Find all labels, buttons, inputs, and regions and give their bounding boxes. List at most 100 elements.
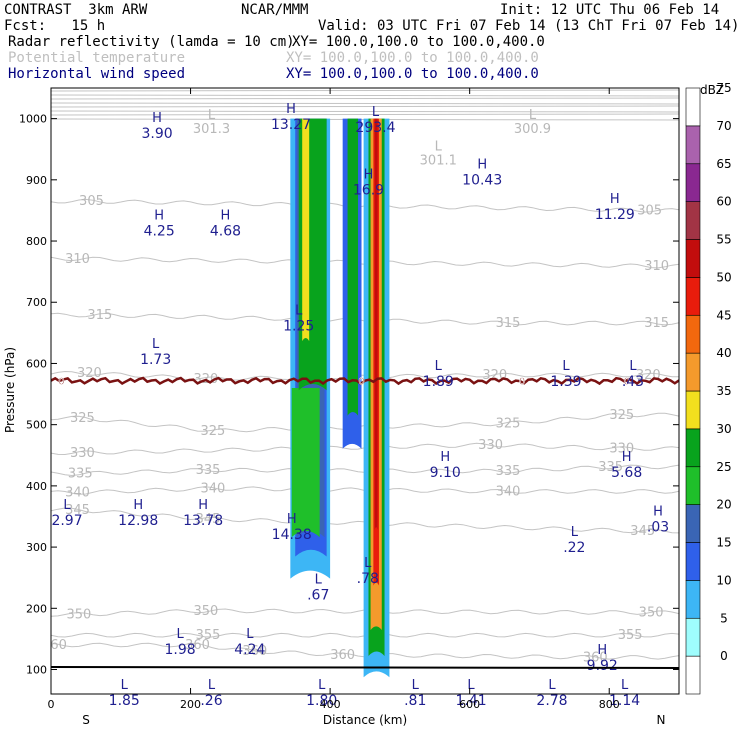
- wind-extremum-value-11: .78: [357, 571, 379, 587]
- isentrope-label-345-0: 345: [65, 503, 90, 518]
- y-tick-label-800: 800: [26, 235, 47, 248]
- wind-extremum-value-29: 10.43: [462, 173, 502, 189]
- colorbar-swatch-35: [685, 390, 701, 430]
- wind-extremum-type-20: L: [435, 359, 443, 374]
- isentrope-label-340-0: 340: [65, 486, 90, 501]
- colorbar-swatch-65: [685, 163, 701, 202]
- reflectivity-cell-25dbz: [291, 387, 320, 538]
- surface-theta-type-2: L: [529, 108, 537, 123]
- wind-extremum-type-12: L: [571, 525, 579, 540]
- zero-line-label-3: 0: [623, 377, 629, 388]
- wind-extremum-value-6: 1.14: [609, 693, 640, 709]
- y-tick-label-400: 400: [26, 480, 47, 493]
- colorbar-level-40: 40: [716, 346, 731, 360]
- isentrope-upper-band: [51, 110, 679, 113]
- wind-extremum-type-4: L: [467, 678, 475, 693]
- isentrope-label-350-0: 350: [66, 607, 91, 622]
- wind-extremum-type-10: L: [315, 573, 323, 588]
- y-tick-label-900: 900: [26, 174, 47, 187]
- wind-extremum-type-17: H: [198, 498, 208, 513]
- model-title: CONTRAST 3km ARW: [4, 2, 148, 18]
- colorbar-level-45: 45: [716, 308, 731, 322]
- colorbar-level-60: 60: [716, 195, 731, 209]
- y-tick-label-500: 500: [26, 419, 47, 432]
- wind-extremum-type-16: H: [133, 498, 143, 513]
- field-name-theta: Potential temperature: [8, 50, 186, 66]
- valid-time: Valid: 03 UTC Fri 07 Feb 14 (13 ChT Fri …: [318, 18, 740, 34]
- colorbar-swatch-25: [685, 466, 701, 505]
- wind-extremum-value-24: 1.25: [283, 318, 314, 334]
- isentrope-label-325-3: 325: [609, 408, 634, 423]
- isentrope-label-360-0: 360: [42, 638, 67, 653]
- x-tick-label-400: 400: [320, 698, 341, 711]
- wind-extremum-type-18: H: [440, 450, 450, 465]
- field-xy-wind: XY= 100.0,100.0 to 100.0,400.0: [286, 66, 539, 82]
- wind-extremum-type-29: H: [477, 158, 487, 173]
- wind-extremum-type-1: L: [208, 678, 216, 693]
- isentrope-label-320-2: 320: [482, 368, 507, 383]
- wind-extremum-value-17: 13.78: [183, 513, 223, 529]
- y-tick-label-100: 100: [26, 664, 47, 677]
- isentrope-label-335-0: 335: [68, 467, 93, 482]
- isentrope-upper-band: [51, 102, 679, 105]
- wind-extremum-type-24: L: [295, 303, 303, 318]
- y-tick-label-1000: 1000: [19, 113, 47, 126]
- wind-extremum-value-23: 1.73: [140, 352, 171, 368]
- wind-extremum-type-15: L: [63, 498, 71, 513]
- colorbar-level-70: 70: [716, 119, 731, 133]
- wind-extremum-type-19: H: [622, 450, 632, 465]
- y-tick-label-600: 600: [26, 357, 47, 370]
- isentrope-label-335-1: 335: [196, 463, 221, 478]
- wind-extremum-value-7: 9.92: [587, 658, 618, 674]
- colorbar-level-75: 75: [716, 81, 731, 95]
- plot-frame: [50, 87, 680, 695]
- field-name-reflectivity: Radar reflectivity (lamda = 10 cm): [8, 34, 295, 50]
- wind-extremum-type-14: H: [287, 512, 297, 527]
- wind-extremum-value-9: 4.24: [234, 642, 265, 658]
- isentrope-label-320-0: 320: [77, 366, 102, 381]
- wind-extremum-type-23: L: [152, 337, 160, 352]
- wind-extremum-value-12: .22: [563, 540, 585, 556]
- x-end-label-south: S: [82, 713, 90, 727]
- colorbar-swatch-75: [685, 87, 701, 127]
- wind-extremum-type-3: L: [412, 678, 420, 693]
- colorbar-swatch-70: [685, 125, 701, 165]
- isentrope-upper-band: [51, 105, 679, 108]
- field-xy-theta: XY= 100.0,100.0 to 100.0,400.0: [286, 50, 539, 66]
- y-tick-label-300: 300: [26, 541, 47, 554]
- surface-theta-value-2: 300.9: [514, 122, 551, 137]
- colorbar-level-5: 5: [720, 611, 728, 625]
- zero-wind-line: [51, 376, 679, 386]
- isentrope-label-335-3: 335: [598, 460, 623, 475]
- wind-extremum-type-0: L: [121, 678, 129, 693]
- colorbar-swatch-30: [685, 428, 701, 468]
- wind-extremum-value-22: .43: [622, 374, 644, 390]
- isentrope-upper-band: [51, 89, 679, 92]
- wind-extremum-type-25: H: [154, 208, 164, 223]
- colorbar-swatch-40: [685, 352, 701, 392]
- zero-line-label-1: 0: [358, 377, 364, 388]
- wind-extremum-value-31: 13.27: [271, 117, 311, 133]
- colorbar-level-0: 0: [720, 649, 728, 663]
- colorbar-level-15: 15: [716, 536, 731, 550]
- colorbar-level-35: 35: [716, 384, 731, 398]
- wind-extremum-value-0: 1.85: [109, 693, 140, 709]
- colorbar-level-55: 55: [716, 233, 731, 247]
- wind-extremum-type-26: H: [221, 208, 231, 223]
- zero-line-label-0: 0: [58, 377, 64, 388]
- isentrope-label-330-0: 330: [70, 446, 95, 461]
- surface-theta-type-0: L: [208, 108, 216, 123]
- wind-extremum-value-13: .03: [647, 520, 669, 536]
- wind-extremum-value-32: 293.4: [355, 120, 395, 136]
- wind-extremum-value-10: .67: [307, 588, 329, 604]
- colorbar-swatch-15: [685, 542, 701, 581]
- surface-theta-type-1: L: [435, 140, 443, 155]
- isentrope-label-360-4: 360: [583, 650, 608, 665]
- isentrope-label-350-1: 350: [193, 604, 218, 619]
- isentrope-upper-band: [51, 97, 679, 100]
- isentrope-label-325-2: 325: [496, 416, 521, 431]
- colorbar-unit: dBZ: [700, 83, 724, 97]
- wind-extremum-value-30: 3.90: [141, 126, 172, 142]
- isentrope-label-340-1: 340: [200, 481, 225, 496]
- wind-extremum-value-15: 2.97: [51, 513, 82, 529]
